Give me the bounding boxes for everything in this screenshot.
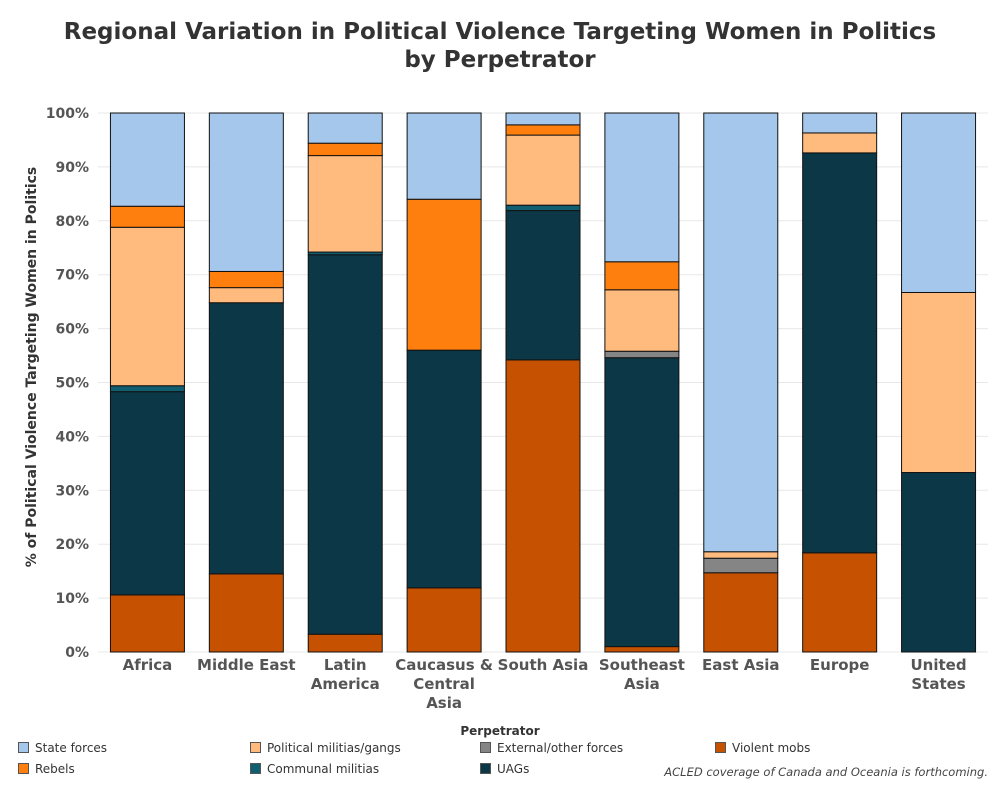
y-axis-title: % of Political Violence Targeting Women …	[24, 167, 40, 568]
bar-segment	[208, 270, 284, 289]
chart-title: Regional Variation in Political Violence…	[0, 18, 1000, 74]
bar-segment	[505, 359, 581, 653]
bar-segment	[604, 289, 680, 352]
bar-segment	[604, 357, 680, 648]
bar-segment	[802, 132, 878, 154]
bar-segment	[505, 210, 581, 361]
bar-segment	[604, 261, 680, 291]
x-category-label: East Asia	[702, 656, 780, 674]
legend-swatch	[18, 763, 29, 774]
bar-segment	[208, 287, 284, 304]
bar-segment	[208, 302, 284, 575]
bar-segment	[901, 472, 977, 653]
legend-label: Political militias/gangs	[267, 741, 401, 755]
y-tick-label: 90%	[55, 160, 89, 176]
bar-segment	[208, 573, 284, 653]
legend-swatch	[250, 763, 261, 774]
x-category-label: United States	[911, 656, 967, 693]
bar-segment	[901, 112, 977, 293]
bar-segment	[109, 385, 185, 393]
x-category-label: Africa	[123, 656, 173, 674]
bar-segment	[505, 124, 581, 136]
bar-segment	[109, 112, 185, 207]
y-tick-label: 50%	[55, 376, 89, 392]
x-category-label: Europe	[810, 656, 870, 674]
bar-segment	[109, 594, 185, 653]
bar-segment	[604, 112, 680, 263]
bar-stack	[307, 112, 383, 653]
legend-label: Communal militias	[267, 762, 380, 776]
bar-segment	[802, 552, 878, 653]
legend-swatch	[480, 763, 491, 774]
bar-stack	[208, 112, 284, 653]
x-category-label: Latin America	[311, 656, 380, 693]
legend-label: State forces	[35, 741, 108, 755]
legend-swatch	[480, 742, 491, 753]
y-tick-label: 100%	[46, 106, 89, 122]
x-category-labels: Africa Middle East Latin America Caucasus & C…	[123, 656, 967, 712]
x-category-label: Middle East	[197, 656, 296, 674]
bar-stack	[802, 112, 878, 653]
bar-stack	[505, 112, 581, 653]
legend-label: External/other forces	[497, 741, 624, 755]
bar-segment	[406, 198, 482, 351]
bar-stack	[604, 112, 680, 653]
bar-stack	[406, 112, 482, 653]
bar-segment	[307, 254, 383, 635]
y-tick-label: 20%	[55, 537, 89, 553]
bar-segment	[901, 291, 977, 474]
legend-swatch	[715, 742, 726, 753]
bar-segment	[307, 633, 383, 653]
y-tick-label: 30%	[55, 483, 89, 499]
y-tick-label: 10%	[55, 591, 89, 607]
bar-segment	[802, 112, 878, 134]
bar-segment	[505, 134, 581, 206]
bar-segment	[604, 646, 680, 653]
bar-segment	[208, 112, 284, 272]
chart-title-line-2: by Perpetrator	[404, 47, 596, 73]
bar-segment	[109, 391, 185, 596]
legend-swatch	[18, 742, 29, 753]
bar-segment	[109, 226, 185, 387]
bars	[109, 112, 977, 653]
bar-segment	[703, 551, 779, 559]
bar-segment	[307, 142, 383, 157]
bar-stack	[901, 112, 977, 653]
bar-segment	[406, 587, 482, 653]
y-tick-label: 0%	[65, 645, 89, 661]
y-tick-label: 40%	[55, 429, 89, 445]
y-tick-label: 80%	[55, 214, 89, 230]
bar-segment	[604, 350, 680, 359]
bar-segment	[703, 572, 779, 653]
bar-segment	[802, 152, 878, 554]
stacked-bar-chart: 0% 10% 20% 30% 40% 50% 60% 70% 80% 90% 100% Africa…	[24, 106, 988, 712]
y-tick-labels: 0% 10% 20% 30% 40% 50% 60% 70% 80% 90% 100%	[46, 106, 89, 661]
bar-segment	[703, 557, 779, 574]
bar-segment	[505, 204, 581, 212]
bar-segment	[109, 205, 185, 228]
bar-segment	[703, 112, 779, 553]
chart-title-line-1: Regional Variation in Political Violence…	[63, 19, 937, 45]
y-tick-label: 70%	[55, 268, 89, 284]
legend-label: Violent mobs	[732, 741, 811, 755]
bar-segment	[307, 155, 383, 253]
bar-segment	[406, 112, 482, 200]
legend-swatch	[250, 742, 261, 753]
bar-segment	[406, 349, 482, 589]
bar-segment	[307, 112, 383, 144]
x-category-label: Southeast Asia	[599, 656, 685, 693]
legend-label: UAGs	[497, 762, 530, 776]
x-category-label: Caucasus & Central Asia	[395, 656, 493, 712]
footnote: ACLED coverage of Canada and Oceania is …	[664, 765, 988, 779]
legend-title: Perpetrator	[460, 724, 540, 738]
legend-label: Rebels	[35, 762, 75, 776]
x-category-label: South Asia	[498, 656, 589, 674]
y-tick-label: 60%	[55, 322, 89, 338]
bar-segment	[505, 112, 581, 126]
bar-stack	[703, 112, 779, 653]
bar-stack	[109, 112, 185, 653]
